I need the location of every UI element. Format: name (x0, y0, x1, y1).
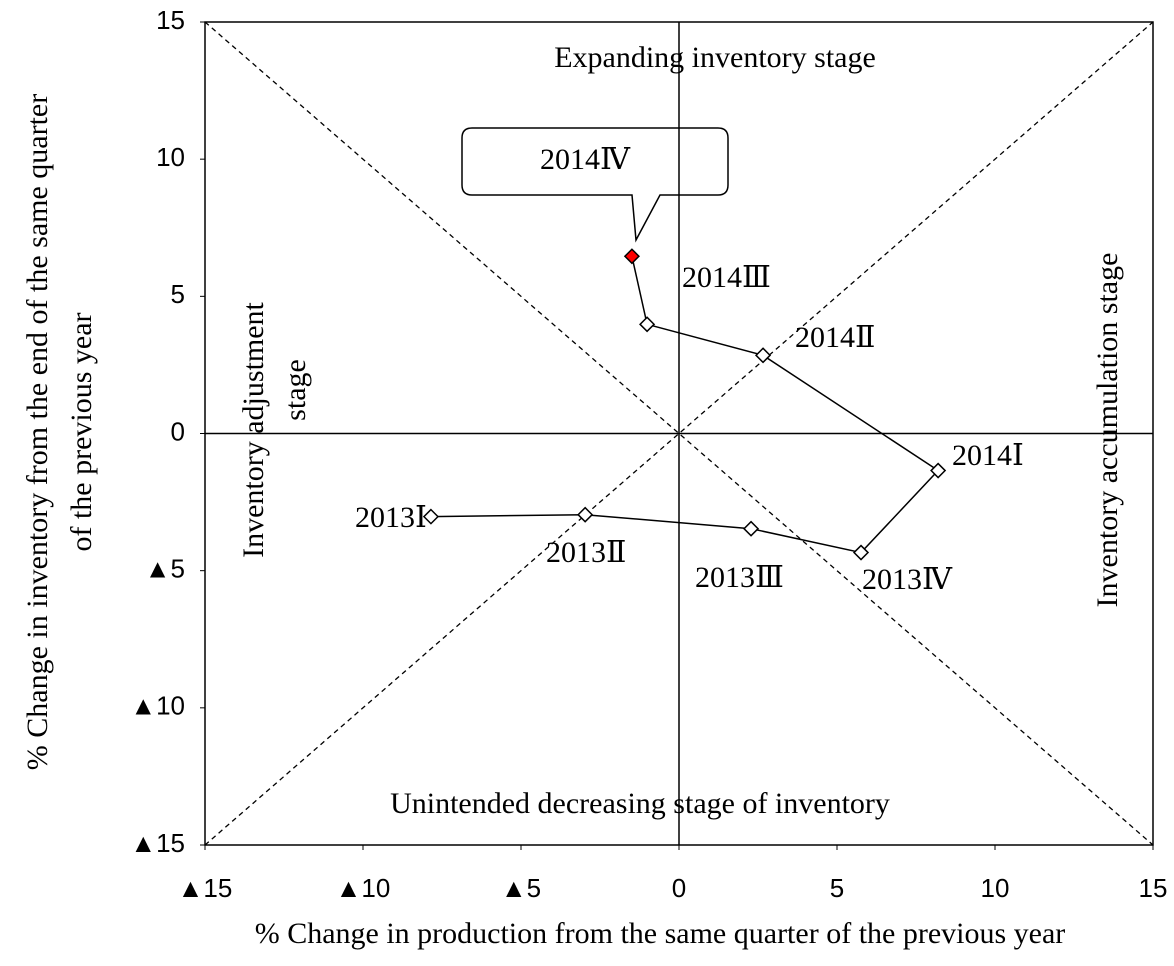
x-tick-label: 0 (672, 873, 686, 903)
point-label: 2013Ⅱ (546, 536, 626, 569)
callout (461, 127, 729, 243)
quadrant-label: Expanding inventory stage (554, 41, 876, 74)
marker (930, 462, 947, 479)
point-label: 2013Ⅰ (355, 501, 427, 534)
marker (422, 508, 440, 525)
x-tick-label: 15 (1139, 873, 1168, 903)
marker (754, 347, 772, 364)
y-tick-label: 15 (156, 5, 185, 35)
x-tick-label: ▲10 (336, 873, 391, 903)
quadrant-label: Inventory adjustment (237, 301, 270, 557)
marker (742, 520, 760, 537)
series-line (430, 256, 940, 554)
point-label: 2014Ⅱ (795, 321, 875, 354)
marker (852, 544, 870, 561)
point-label: 2014Ⅲ (682, 261, 771, 294)
y-tick-label: ▲5 (145, 554, 185, 584)
y-tick-label: ▲10 (130, 691, 185, 721)
x-tick-label: 5 (830, 873, 844, 903)
point-label: 2014Ⅰ (952, 439, 1024, 472)
x-tick-label: ▲5 (501, 873, 541, 903)
point-label: 2014Ⅳ (540, 143, 631, 176)
diagonal (204, 21, 1154, 846)
quadrant-label: stage (279, 359, 312, 421)
quadrant-label: Unintended decreasing stage of inventory (390, 787, 890, 820)
marker (623, 248, 640, 265)
point-label: 2013Ⅲ (695, 561, 784, 594)
diagonal (204, 21, 1154, 846)
point-label: 2013Ⅳ (862, 563, 953, 596)
marker (639, 316, 656, 333)
x-axis-label: % Change in production from the same qua… (255, 917, 1066, 950)
x-tick-label: ▲15 (178, 873, 233, 903)
y-tick-label: 10 (156, 142, 185, 172)
quadrant-label: Inventory accumulation stage (1091, 253, 1124, 608)
y-tick-label: 5 (171, 279, 185, 309)
x-tick-label: 10 (981, 873, 1010, 903)
marker (577, 506, 594, 523)
y-tick-label: 0 (171, 416, 185, 446)
y-axis-label: of the previous year (65, 312, 98, 551)
y-tick-label: ▲15 (130, 828, 185, 858)
y-axis-label: % Change in inventory from the end of th… (21, 94, 54, 770)
